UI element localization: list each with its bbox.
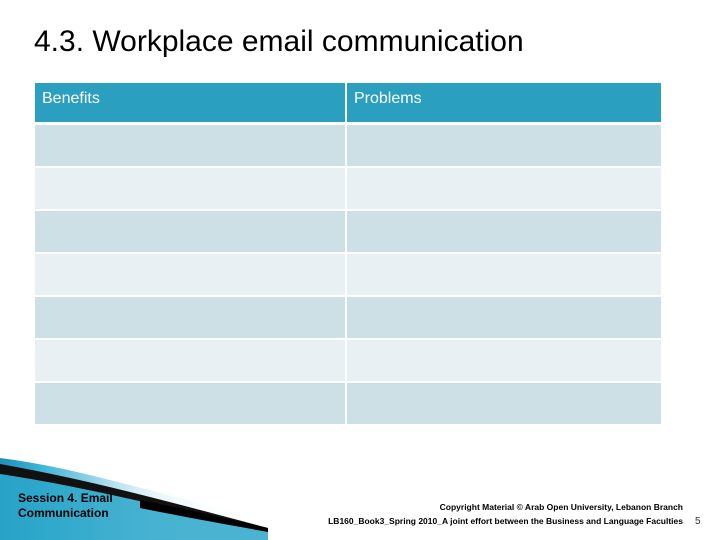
footer-copyright: Copyright Material © Arab Open Universit… xyxy=(328,500,683,528)
benefit-cell xyxy=(35,168,347,211)
swoosh-white-gap xyxy=(0,474,268,540)
problem-cell xyxy=(347,297,661,340)
problem-cell xyxy=(347,383,661,426)
footer-session-label: Session 4. Email Communication xyxy=(18,491,113,521)
problem-cell xyxy=(347,125,661,168)
benefit-cell xyxy=(35,340,347,383)
swoosh-tail xyxy=(140,500,268,532)
table-row xyxy=(35,340,661,383)
header-benefits: Benefits xyxy=(35,83,347,125)
footer-session-line2: Communication xyxy=(18,506,109,520)
table-row xyxy=(35,211,661,254)
table-row xyxy=(35,125,661,168)
table-row xyxy=(35,383,661,426)
footer-session-line1: Session 4. Email xyxy=(18,491,113,505)
benefit-cell xyxy=(35,297,347,340)
benefits-problems-table: Benefits Problems xyxy=(35,83,661,426)
header-problems: Problems xyxy=(347,83,661,125)
problem-cell xyxy=(347,168,661,211)
footer-copyright-line2: LB160_Book3_Spring 2010_A joint effort b… xyxy=(328,516,683,526)
benefit-cell xyxy=(35,383,347,426)
table-row xyxy=(35,168,661,211)
table-row xyxy=(35,297,661,340)
table-row xyxy=(35,254,661,297)
footer-copyright-line1: Copyright Material © Arab Open Universit… xyxy=(439,502,683,512)
benefit-cell xyxy=(35,254,347,297)
benefit-cell xyxy=(35,211,347,254)
slide-title: 4.3. Workplace email communication xyxy=(34,25,524,58)
problem-cell xyxy=(347,211,661,254)
page-number: 5 xyxy=(695,516,701,527)
problem-cell xyxy=(347,340,661,383)
footer-swoosh-decoration xyxy=(0,458,268,540)
table-header-row: Benefits Problems xyxy=(35,83,661,125)
problem-cell xyxy=(347,254,661,297)
benefit-cell xyxy=(35,125,347,168)
